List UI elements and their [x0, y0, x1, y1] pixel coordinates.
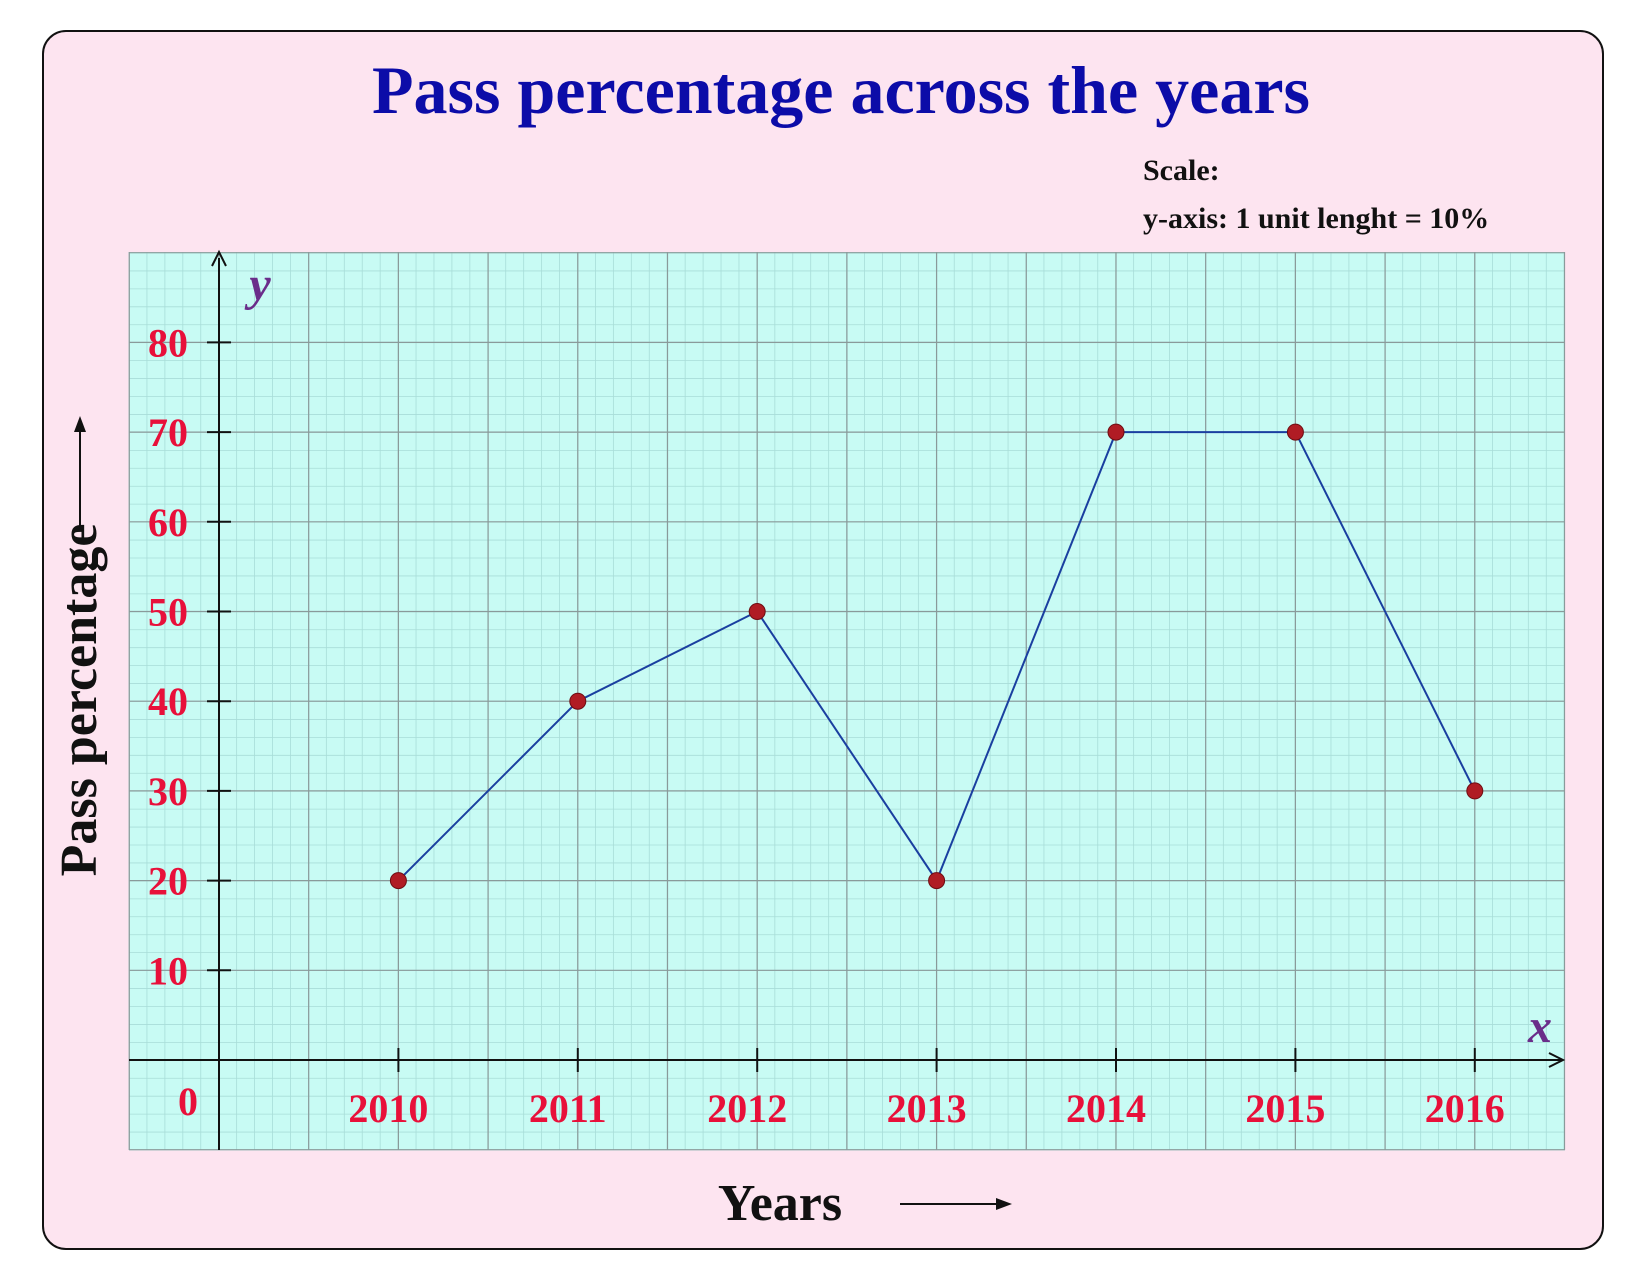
y-tick-label: 70 — [148, 410, 188, 455]
axes — [129, 249, 1566, 1150]
x-tick-label: 2013 — [887, 1086, 967, 1131]
x-tick-label: 2011 — [529, 1086, 607, 1131]
y-tick-label: 40 — [148, 679, 188, 724]
x-axis-title-arrow — [900, 1198, 1012, 1210]
tick-labels: 10 20 30 40 50 60 70 80 2010 2011 2012 2013 2014 2015… — [148, 320, 1505, 1131]
y-tick-label: 20 — [148, 859, 188, 904]
y-axis-arrow — [211, 249, 227, 267]
data-point — [1107, 423, 1125, 441]
x-axis-letter: x — [1527, 1000, 1552, 1053]
y-axis-letter: y — [244, 258, 271, 311]
x-tick-label: 2012 — [707, 1086, 787, 1131]
data-point — [928, 872, 946, 890]
y-axis-title-arrow — [74, 416, 86, 530]
x-tick-label: 2016 — [1425, 1086, 1505, 1131]
y-tick-label: 30 — [148, 769, 188, 814]
y-axis-title: Pass percentage — [51, 524, 108, 877]
x-tick-label: 2010 — [348, 1086, 428, 1131]
y-tick-label: 50 — [148, 590, 188, 635]
data-point — [389, 872, 407, 890]
origin-label: 0 — [178, 1079, 198, 1124]
x-axis-arrow — [1548, 1052, 1566, 1068]
y-tick-label: 80 — [148, 320, 188, 365]
x-tick-label: 2014 — [1066, 1086, 1146, 1131]
data-point — [1466, 782, 1484, 800]
series-layer — [389, 423, 1484, 890]
chart-title: Pass percentage across the years — [372, 52, 1310, 128]
y-tick-label: 10 — [148, 948, 188, 993]
tick-marks — [207, 341, 1476, 1072]
scale-note: y-axis: 1 unit lenght = 10% — [1143, 202, 1489, 235]
data-point — [569, 692, 587, 710]
data-point — [1286, 423, 1304, 441]
x-axis-title: Years — [718, 1175, 842, 1232]
y-tick-label: 60 — [148, 500, 188, 545]
data-point — [748, 603, 766, 620]
scale-heading: Scale: — [1143, 154, 1220, 187]
x-tick-label: 2015 — [1245, 1086, 1325, 1131]
